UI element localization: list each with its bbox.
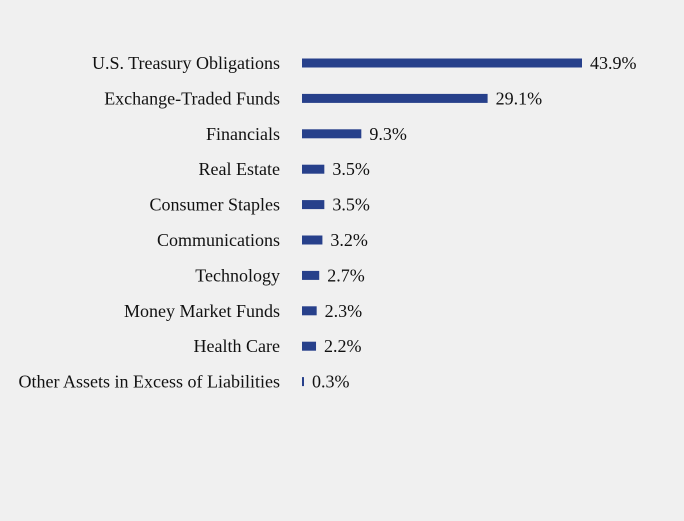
value-label: 3.5%: [332, 195, 370, 215]
value-label: 2.2%: [324, 336, 362, 356]
bar: [302, 235, 323, 245]
bar: [302, 129, 362, 139]
value-label: 29.1%: [496, 88, 543, 108]
category-label: U.S. Treasury Obligations: [92, 53, 280, 73]
category-label: Consumer Staples: [150, 195, 281, 215]
category-label: Other Assets in Excess of Liabilities: [19, 372, 280, 392]
category-label: Real Estate: [199, 159, 280, 179]
value-label: 3.5%: [332, 159, 370, 179]
category-label: Communications: [157, 230, 280, 250]
bar: [302, 200, 325, 210]
bar: [302, 58, 582, 68]
category-label: Health Care: [194, 336, 280, 356]
category-label: Technology: [195, 265, 280, 285]
category-label: Money Market Funds: [124, 301, 280, 321]
value-label: 2.7%: [327, 265, 365, 285]
bar: [302, 93, 488, 103]
bar: [302, 341, 317, 351]
value-label: 2.3%: [325, 301, 363, 321]
value-label: 0.3%: [312, 372, 350, 392]
bars: [302, 58, 582, 387]
bar: [302, 377, 304, 387]
category-labels: U.S. Treasury Obligations Exchange-Traded…: [19, 53, 280, 392]
bar: [302, 164, 325, 174]
value-labels: 43.9% 29.1% 9.3% 3.5% 3.5% 3.2% 2.7% 2.3% 2.2% 0.…: [312, 53, 637, 392]
bar: [302, 270, 320, 280]
bar: [302, 306, 317, 316]
category-label: Financials: [206, 124, 280, 144]
value-label: 3.2%: [330, 230, 368, 250]
value-label: 43.9%: [590, 53, 637, 73]
category-label: Exchange-Traded Funds: [104, 88, 280, 108]
value-label: 9.3%: [369, 124, 407, 144]
